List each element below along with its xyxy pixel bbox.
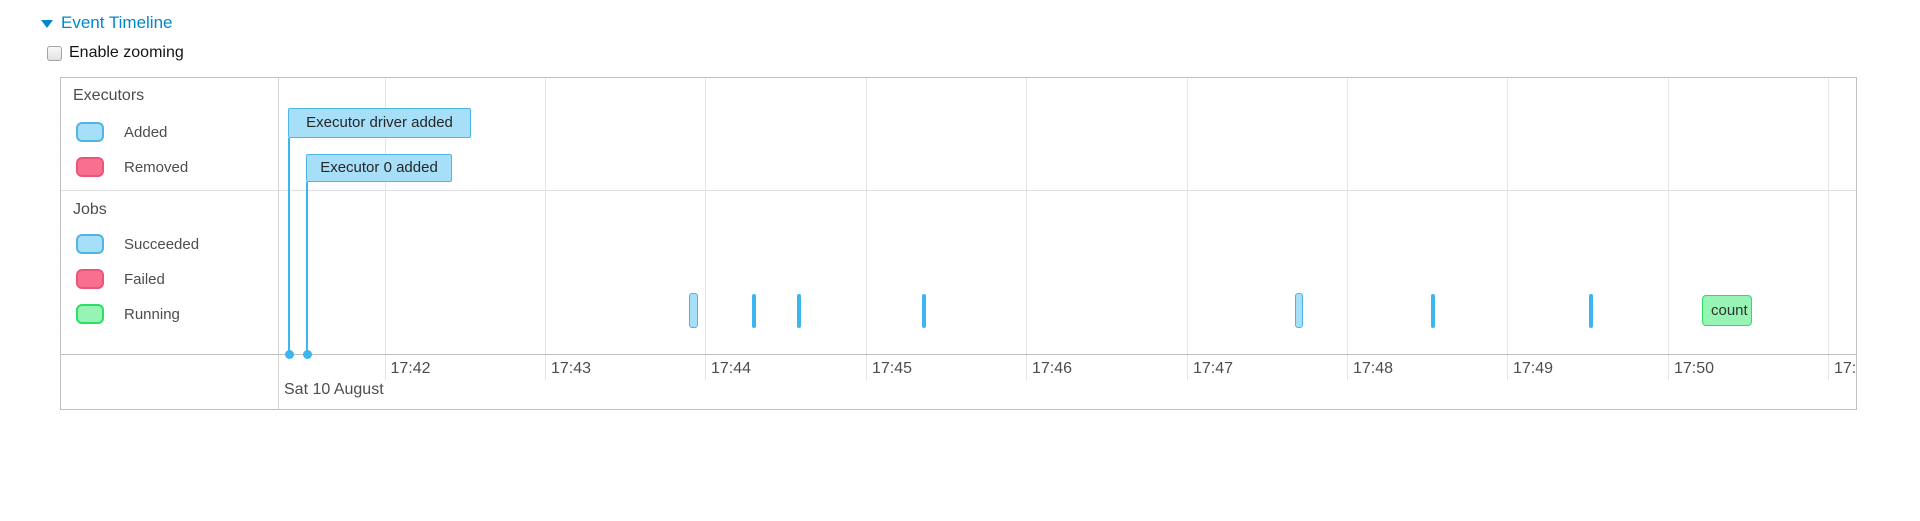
lane-separator xyxy=(61,190,1856,191)
legend-label-removed: Removed xyxy=(124,158,189,176)
legend-item-removed: Removed xyxy=(76,155,188,179)
timeline-item-dot xyxy=(303,350,312,359)
axis-tick-label: 17:49 xyxy=(1513,360,1554,377)
axis-tick-stub xyxy=(1668,354,1669,380)
removed-swatch-icon xyxy=(76,157,104,177)
legend-item-succeeded: Succeeded xyxy=(76,232,199,256)
page-title[interactable]: Event Timeline xyxy=(61,13,173,32)
legend-label-succeeded: Succeeded xyxy=(124,235,200,253)
timeline-item-line xyxy=(306,182,308,354)
axis-tick-stub xyxy=(1828,354,1829,380)
job-bar[interactable] xyxy=(689,293,698,328)
job-bar[interactable] xyxy=(922,294,926,328)
legend-item-failed: Failed xyxy=(76,267,165,291)
timeline-item-box[interactable]: Executor 0 added xyxy=(306,154,452,182)
axis-major-label: Sat 10 August xyxy=(284,381,384,398)
legend-label-failed: Failed xyxy=(124,270,165,288)
added-swatch-icon xyxy=(76,122,104,142)
axis-tick-label: 17:42 xyxy=(390,360,431,377)
axis-tick-stub xyxy=(866,354,867,380)
enable-zooming-checkbox[interactable] xyxy=(47,45,62,61)
axis-tick-label: 17:48 xyxy=(1353,360,1394,377)
group-column-separator xyxy=(278,78,279,409)
axis-tick-label: 17:44 xyxy=(711,360,752,377)
group-label-executors: Executors xyxy=(73,87,145,104)
succeeded-swatch-icon xyxy=(76,234,104,254)
axis-tick-stub xyxy=(1507,354,1508,380)
job-bar[interactable] xyxy=(752,294,756,328)
axis-tick-label: 17:50 xyxy=(1674,360,1715,377)
job-bar[interactable] xyxy=(1295,293,1303,328)
axis-tick-stub xyxy=(1187,354,1188,380)
event-timeline-chart: 17:42 17:43 17:44 17:45 17:46 17:47 17:48 17:49… xyxy=(60,77,1857,410)
enable-zooming-label: Enable zooming xyxy=(69,44,184,61)
axis-tick-label: 17:45 xyxy=(872,360,913,377)
enable-zooming-row: Enable zooming xyxy=(47,44,184,62)
timeline-item-dot xyxy=(285,350,294,359)
grid-line xyxy=(866,78,867,354)
job-bar[interactable] xyxy=(1589,294,1593,328)
grid-line xyxy=(1828,78,1829,354)
group-label-jobs: Jobs xyxy=(73,201,107,218)
grid-line xyxy=(705,78,706,354)
grid-line xyxy=(1347,78,1348,354)
axis-tick-label: 17:43 xyxy=(551,360,592,377)
axis-tick-label: 17:46 xyxy=(1032,360,1073,377)
axis-tick-stub xyxy=(1026,354,1027,380)
axis-tick-stub xyxy=(545,354,546,380)
legend-item-running: Running xyxy=(76,302,180,326)
axis-tick-stub xyxy=(384,354,386,380)
axis-tick-label: 17:47 xyxy=(1193,360,1234,377)
running-swatch-icon xyxy=(76,304,104,324)
grid-line xyxy=(1026,78,1027,354)
legend-item-added: Added xyxy=(76,120,167,144)
grid-line xyxy=(1187,78,1188,354)
axis-tick-stub xyxy=(1347,354,1348,380)
count-box[interactable]: count xyxy=(1702,295,1752,326)
axis-tick-stub xyxy=(705,354,706,380)
axis-tick-label: 17:51 xyxy=(1834,360,1857,377)
grid-line xyxy=(1507,78,1508,354)
grid-line xyxy=(1668,78,1669,354)
job-bar[interactable] xyxy=(1431,294,1435,328)
collapse-arrow-icon xyxy=(41,20,53,28)
timeline-item-box[interactable]: Executor driver added xyxy=(288,108,471,138)
legend-label-added: Added xyxy=(124,123,168,141)
failed-swatch-icon xyxy=(76,269,104,289)
grid-line xyxy=(545,78,546,354)
event-timeline-toggle[interactable]: Event Timeline xyxy=(41,13,173,33)
legend-label-running: Running xyxy=(124,305,180,323)
timeline-item-line xyxy=(288,138,290,354)
axis-line xyxy=(61,354,1856,355)
grid-line xyxy=(384,78,386,354)
job-bar[interactable] xyxy=(797,294,801,328)
